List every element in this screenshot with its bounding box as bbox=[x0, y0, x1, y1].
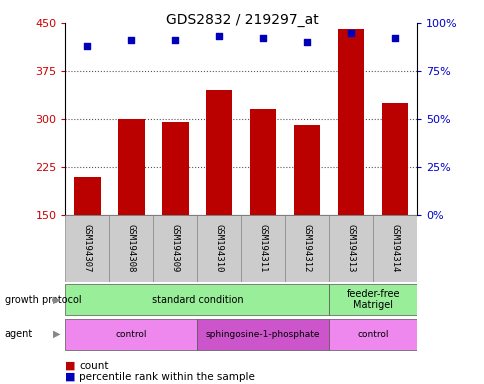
Text: GSM194310: GSM194310 bbox=[214, 225, 223, 273]
Bar bbox=[109, 215, 153, 282]
Text: ■: ■ bbox=[65, 372, 79, 382]
Bar bbox=[329, 319, 416, 349]
Bar bbox=[65, 284, 329, 315]
Bar bbox=[65, 215, 109, 282]
Text: agent: agent bbox=[5, 329, 33, 339]
Text: GSM194314: GSM194314 bbox=[390, 225, 399, 273]
Bar bbox=[241, 215, 285, 282]
Bar bbox=[65, 319, 197, 349]
Point bbox=[259, 35, 267, 41]
Text: GSM194312: GSM194312 bbox=[302, 225, 311, 273]
Bar bbox=[381, 103, 408, 215]
Text: ▶: ▶ bbox=[53, 329, 60, 339]
Text: GSM194311: GSM194311 bbox=[258, 225, 267, 273]
Text: GSM194313: GSM194313 bbox=[346, 225, 355, 273]
Text: percentile rank within the sample: percentile rank within the sample bbox=[79, 372, 255, 382]
Bar bbox=[250, 109, 276, 215]
Bar bbox=[329, 284, 416, 315]
Text: control: control bbox=[115, 329, 147, 339]
Text: feeder-free
Matrigel: feeder-free Matrigel bbox=[346, 289, 399, 310]
Bar bbox=[206, 90, 232, 215]
Bar bbox=[197, 215, 241, 282]
Bar bbox=[197, 319, 329, 349]
Bar bbox=[285, 215, 329, 282]
Bar bbox=[329, 215, 372, 282]
Text: GDS2832 / 219297_at: GDS2832 / 219297_at bbox=[166, 13, 318, 27]
Text: standard condition: standard condition bbox=[151, 295, 242, 305]
Text: sphingosine-1-phosphate: sphingosine-1-phosphate bbox=[206, 329, 320, 339]
Text: ■: ■ bbox=[65, 361, 79, 371]
Bar bbox=[372, 215, 416, 282]
Text: count: count bbox=[79, 361, 108, 371]
Bar bbox=[153, 215, 197, 282]
Point bbox=[171, 37, 179, 43]
Point bbox=[347, 30, 354, 36]
Bar bbox=[337, 30, 363, 215]
Point bbox=[215, 33, 223, 40]
Text: GSM194307: GSM194307 bbox=[83, 225, 92, 273]
Text: control: control bbox=[357, 329, 388, 339]
Text: GSM194309: GSM194309 bbox=[170, 225, 180, 273]
Bar bbox=[162, 122, 188, 215]
Point bbox=[391, 35, 398, 41]
Point bbox=[127, 37, 135, 43]
Bar bbox=[293, 126, 320, 215]
Bar bbox=[118, 119, 144, 215]
Text: GSM194308: GSM194308 bbox=[127, 225, 136, 273]
Bar bbox=[74, 177, 101, 215]
Point bbox=[83, 43, 91, 49]
Text: ▶: ▶ bbox=[53, 295, 60, 305]
Point bbox=[302, 39, 310, 45]
Text: growth protocol: growth protocol bbox=[5, 295, 81, 305]
